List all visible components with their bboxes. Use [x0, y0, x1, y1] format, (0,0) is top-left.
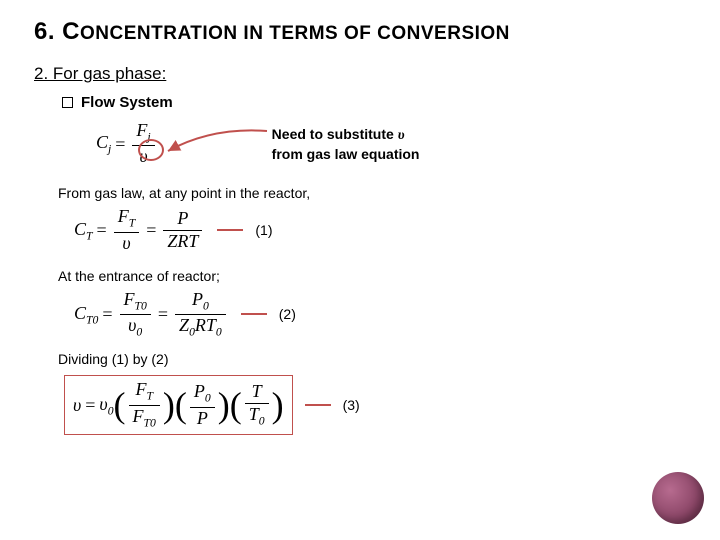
equation-result: υ = υ0 ( FT FT0 ) ( P0 P ) ( [73, 380, 284, 430]
equation-cj-row: Cj = Fj υ Need to substitute υ from gas … [96, 121, 686, 167]
eq-number-3: (3) [343, 397, 360, 413]
equation-ct: CT = FT υ = P ZRT [74, 207, 205, 253]
text-gaslaw: From gas law, at any point in the reacto… [58, 185, 686, 201]
eq-number-2: (2) [279, 306, 296, 322]
boxed-equation: υ = υ0 ( FT FT0 ) ( P0 P ) ( [64, 375, 293, 435]
dash-icon [217, 229, 243, 231]
equation-result-row: υ = υ0 ( FT FT0 ) ( P0 P ) ( [64, 375, 686, 435]
annotation-text: Need to substitute υ from gas law equati… [272, 125, 420, 163]
checkbox-icon [62, 97, 73, 108]
dash-icon [241, 313, 267, 315]
dash-icon [305, 404, 331, 406]
title-rest: ONCENTRATION IN TERMS OF CONVERSION [80, 23, 510, 44]
text-dividing: Dividing (1) by (2) [58, 351, 686, 367]
text-entrance: At the entrance of reactor; [58, 268, 686, 284]
equation-ct0: CT0 = FT0 υ0 = P0 Z0RT0 [74, 290, 229, 340]
arrow-icon [162, 125, 272, 165]
subtitle: 2. For gas phase: [34, 64, 686, 84]
title-prefix: 6. C [34, 18, 80, 45]
eq-number-1: (1) [255, 222, 272, 238]
decorative-circle-icon [652, 472, 704, 524]
bullet-label: Flow System [81, 94, 173, 111]
equation-ct-row: CT = FT υ = P ZRT (1) [74, 207, 686, 253]
circle-annotation-icon [138, 139, 164, 161]
slide-title: 6. CONCENTRATION IN TERMS OF CONVERSION [34, 18, 686, 46]
equation-ct0-row: CT0 = FT0 υ0 = P0 Z0RT0 (2) [74, 290, 686, 340]
bullet-flow-system: Flow System [62, 94, 686, 111]
